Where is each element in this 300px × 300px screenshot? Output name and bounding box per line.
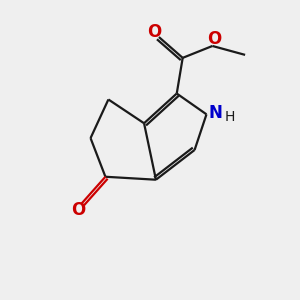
Text: O: O bbox=[147, 23, 162, 41]
Text: O: O bbox=[71, 201, 85, 219]
Text: O: O bbox=[207, 29, 221, 47]
Text: N: N bbox=[209, 104, 223, 122]
Text: H: H bbox=[224, 110, 235, 124]
